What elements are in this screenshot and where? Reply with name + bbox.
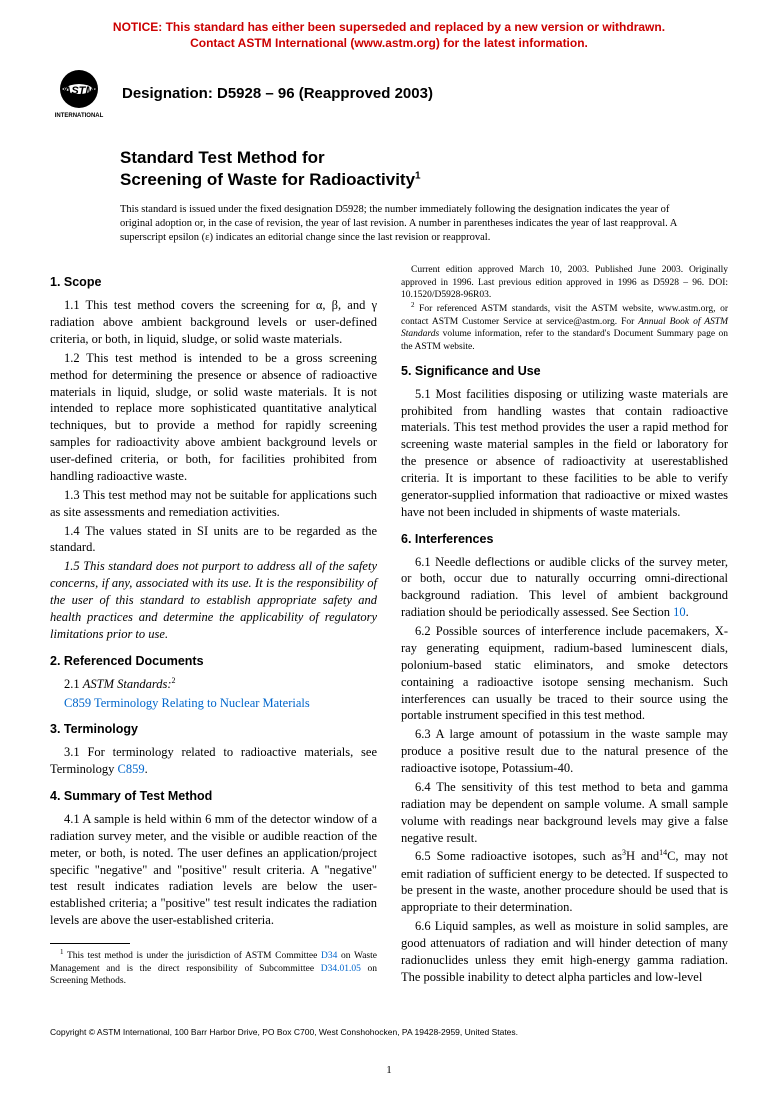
section-1-head: 1. Scope xyxy=(50,274,377,291)
para-5-1: 5.1 Most facilities disposing or utilizi… xyxy=(401,386,728,521)
footnote-2: 2 For referenced ASTM standards, visit t… xyxy=(401,301,728,353)
para-6-4: 6.4 The sensitivity of this test method … xyxy=(401,779,728,847)
para-1-1: 1.1 This test method covers the screenin… xyxy=(50,297,377,348)
fn1-link-d34-01-05[interactable]: D34.01.05 xyxy=(321,964,361,974)
designation: Designation: D5928 – 96 (Reapproved 2003… xyxy=(122,84,433,104)
para-6-2: 6.2 Possible sources of interference inc… xyxy=(401,623,728,724)
para-6-1-link[interactable]: 10 xyxy=(673,605,686,619)
para-6-1: 6.1 Needle deflections or audible clicks… xyxy=(401,554,728,622)
para-6-5-pre: 6.5 Some radioactive isotopes, such as xyxy=(415,850,622,864)
footnote-rule xyxy=(50,943,130,944)
para-6-6: 6.6 Liquid samples, as well as moisture … xyxy=(401,918,728,986)
notice-line2: Contact ASTM International (www.astm.org… xyxy=(190,36,588,50)
supersession-notice: NOTICE: This standard has either been su… xyxy=(50,20,728,51)
para-2-1: 2.1 ASTM Standards:2 xyxy=(50,676,377,693)
ref-code-link[interactable]: C859 xyxy=(64,696,91,710)
para-6-1-post: . xyxy=(686,605,689,619)
para-1-3: 1.3 This test method may not be suitable… xyxy=(50,487,377,521)
copyright-line: Copyright © ASTM International, 100 Barr… xyxy=(50,1027,728,1038)
section-5-head: 5. Significance and Use xyxy=(401,363,728,380)
notice-line1: NOTICE: This standard has either been su… xyxy=(113,20,665,34)
para-1-4: 1.4 The values stated in SI units are to… xyxy=(50,523,377,557)
ref-title-link[interactable]: Terminology Relating to Nuclear Material… xyxy=(94,696,310,710)
para-2-1-pre: 2.1 xyxy=(64,677,83,691)
title-line2: Screening of Waste for Radioactivity xyxy=(120,170,415,189)
fn1-pre: This test method is under the jurisdicti… xyxy=(64,951,321,961)
para-2-1-italic: ASTM Standards: xyxy=(83,677,172,691)
header-row: ASTM INTERNATIONAL Designation: D5928 – … xyxy=(50,69,728,119)
fn2-post: volume information, refer to the standar… xyxy=(401,329,728,351)
para-3-1-link[interactable]: C859 xyxy=(118,762,145,776)
astm-logo: ASTM INTERNATIONAL xyxy=(50,69,108,119)
para-6-5-sup2: 14 xyxy=(659,848,667,857)
para-6-5-mid1: H and xyxy=(626,850,659,864)
para-1-2: 1.2 This test method is intended to be a… xyxy=(50,350,377,485)
document-title: Standard Test Method for Screening of Wa… xyxy=(120,147,728,191)
para-3-1-post: . xyxy=(145,762,148,776)
para-6-3: 6.3 A large amount of potassium in the w… xyxy=(401,726,728,777)
svg-text:INTERNATIONAL: INTERNATIONAL xyxy=(55,113,104,119)
section-4-head: 4. Summary of Test Method xyxy=(50,788,377,805)
para-2-1-sup: 2 xyxy=(172,676,176,685)
svg-text:ASTM: ASTM xyxy=(62,85,95,97)
para-3-1: 3.1 For terminology related to radioacti… xyxy=(50,744,377,778)
fn1-link-d34[interactable]: D34 xyxy=(321,951,337,961)
body-columns: 1. Scope 1.1 This test method covers the… xyxy=(50,264,728,987)
title-footnote-ref: 1 xyxy=(415,171,421,182)
section-2-head: 2. Referenced Documents xyxy=(50,653,377,670)
title-line1: Standard Test Method for xyxy=(120,148,325,167)
footnote-1: 1 This test method is under the jurisdic… xyxy=(50,948,377,987)
ref-c859: C859 Terminology Relating to Nuclear Mat… xyxy=(50,695,377,712)
issuance-note: This standard is issued under the fixed … xyxy=(120,203,688,244)
section-6-head: 6. Interferences xyxy=(401,531,728,548)
page-number: 1 xyxy=(50,1063,728,1078)
para-6-5: 6.5 Some radioactive isotopes, such as3H… xyxy=(401,848,728,916)
section-3-head: 3. Terminology xyxy=(50,721,377,738)
para-1-5: 1.5 This standard does not purport to ad… xyxy=(50,558,377,642)
footnote-1b: Current edition approved March 10, 2003.… xyxy=(401,264,728,301)
para-3-1-pre: 3.1 For terminology related to radioacti… xyxy=(50,745,377,776)
para-4-1: 4.1 A sample is held within 6 mm of the … xyxy=(50,811,377,929)
